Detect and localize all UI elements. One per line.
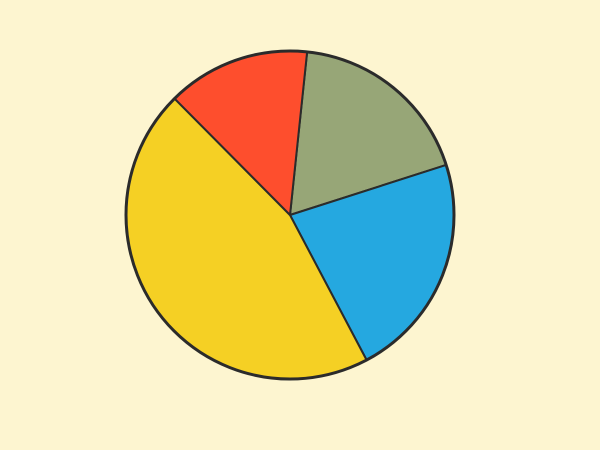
pie-outline (124, 49, 456, 381)
pie-slices (125, 50, 455, 380)
